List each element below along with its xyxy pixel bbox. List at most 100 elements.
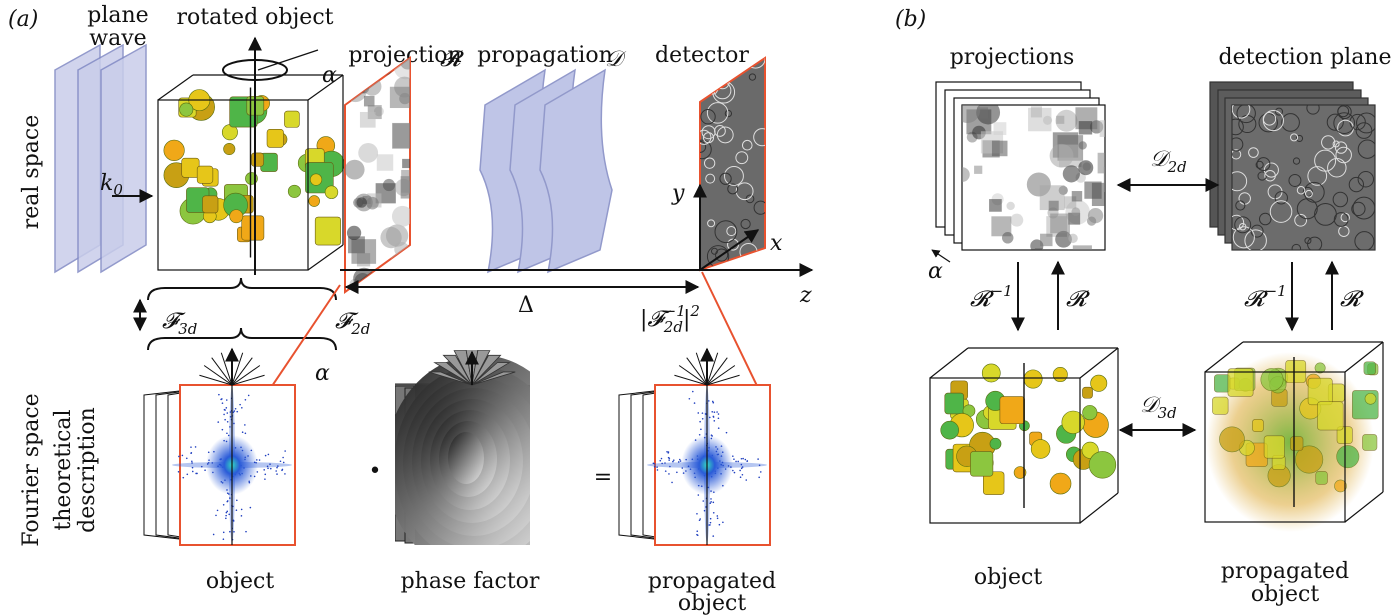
sphere xyxy=(230,210,243,223)
blob xyxy=(345,160,365,180)
speckle xyxy=(229,426,231,428)
speckle xyxy=(661,463,663,465)
speckle xyxy=(270,468,272,470)
propagation-symbol: 𝒟 xyxy=(605,47,627,72)
blob xyxy=(390,87,411,108)
speckle xyxy=(269,463,271,465)
speckle xyxy=(217,421,219,423)
speckle xyxy=(672,461,674,463)
fan-line xyxy=(687,358,707,385)
blob xyxy=(1078,160,1093,175)
fan-line xyxy=(204,366,232,385)
sphere xyxy=(164,140,185,161)
equals-sign: = xyxy=(594,465,612,490)
fan-line xyxy=(212,358,232,385)
panel-label: (b) xyxy=(895,7,926,32)
blob xyxy=(989,199,1002,212)
speckle xyxy=(250,507,252,509)
speckle xyxy=(182,477,184,479)
speckle xyxy=(234,410,236,412)
speckle xyxy=(694,402,696,404)
cylinder xyxy=(182,158,199,177)
speckle xyxy=(657,469,659,471)
speckle xyxy=(717,515,719,517)
blob xyxy=(1059,145,1081,167)
speckle xyxy=(224,419,226,421)
speckle xyxy=(226,412,228,414)
speckle xyxy=(713,502,715,504)
speckle xyxy=(742,458,744,460)
fourier-space-label: Fourier space xyxy=(19,393,44,546)
cube-edge xyxy=(158,75,193,100)
speckle xyxy=(223,414,225,416)
sphere xyxy=(1062,411,1085,434)
speckle xyxy=(709,524,711,526)
speckle xyxy=(689,398,691,400)
speckle xyxy=(732,455,734,457)
blob xyxy=(402,159,411,168)
speckle xyxy=(224,409,226,411)
cylinder xyxy=(284,111,299,127)
speckle xyxy=(659,460,661,462)
fan-line xyxy=(199,375,232,385)
fringe xyxy=(706,76,720,90)
speckle xyxy=(186,458,188,460)
blob xyxy=(364,96,375,107)
speckle xyxy=(733,458,735,460)
blob xyxy=(1049,201,1059,211)
cylinder xyxy=(945,393,964,414)
speckle xyxy=(737,461,739,463)
speckle xyxy=(668,459,670,461)
speckle xyxy=(191,460,193,462)
cylinder xyxy=(197,166,213,183)
speckle xyxy=(244,424,246,426)
fan-line xyxy=(707,358,727,385)
speckle xyxy=(698,494,700,496)
speckle xyxy=(654,466,656,468)
object-cube xyxy=(930,348,1118,523)
fan-line xyxy=(232,358,252,385)
blob xyxy=(1071,207,1080,216)
cylinder xyxy=(970,451,992,476)
speckle xyxy=(223,504,225,506)
speckle xyxy=(742,466,744,468)
speckle xyxy=(669,466,671,468)
speckle xyxy=(229,531,231,533)
cylinder xyxy=(1252,419,1263,431)
phase-factor-image xyxy=(385,349,575,575)
fan-line xyxy=(707,375,740,385)
cylinder xyxy=(1212,397,1228,414)
fan-line xyxy=(232,366,260,385)
speckle xyxy=(740,476,742,478)
speckle xyxy=(710,501,712,503)
speckle xyxy=(702,412,704,414)
speckle xyxy=(227,421,229,423)
rotated-object-label: rotated object xyxy=(177,5,334,30)
fan-line xyxy=(707,366,735,385)
sphere xyxy=(1091,375,1107,391)
speckle xyxy=(704,510,706,512)
blob xyxy=(383,179,395,191)
blob xyxy=(994,122,1007,135)
blob xyxy=(377,154,393,170)
phase-ring xyxy=(448,432,484,484)
projections-label: projections xyxy=(950,45,1075,70)
speckle xyxy=(716,411,718,413)
speckle xyxy=(239,404,241,406)
plane-wave-label: plane xyxy=(87,3,148,28)
speckle xyxy=(195,473,197,475)
speckle xyxy=(711,411,713,413)
object-label: object xyxy=(206,569,274,594)
speckle xyxy=(714,411,716,413)
cylinder xyxy=(1308,378,1332,405)
speckle xyxy=(699,434,701,436)
sphere xyxy=(310,174,322,186)
speckle xyxy=(667,452,669,454)
sphere xyxy=(941,421,959,439)
speckle xyxy=(758,477,760,479)
blob xyxy=(1100,120,1117,137)
speckle xyxy=(679,459,681,461)
plane-waves xyxy=(55,45,146,272)
speckle xyxy=(223,538,225,540)
speckle xyxy=(676,472,678,474)
